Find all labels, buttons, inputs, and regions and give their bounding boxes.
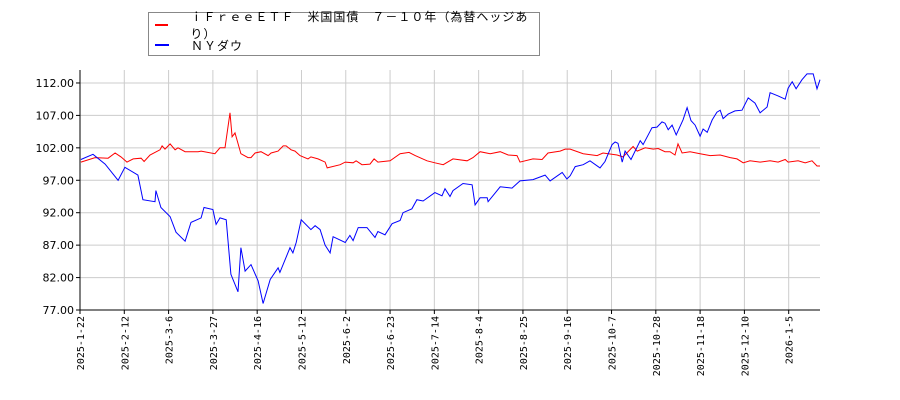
x-tick-label: 2025-10-7 [608,316,619,370]
x-tick-label: 2025-6-23 [386,316,397,370]
x-tick-label: 2025-11-18 [696,316,707,376]
y-tick-label: 92.00 [43,207,75,220]
legend-item-ifree-etf: ｉＦｒｅｅＥＴＦ 米国国債 ７－１０年（為替ヘッジあり） [155,10,539,41]
x-tick-label: 2025-8-4 [475,316,486,364]
y-tick-label: 107.00 [36,109,75,122]
y-tick-label: 97.00 [43,174,75,187]
x-tick-label: 2025-10-28 [652,316,663,376]
x-axis-ticks: 2025-1-22 2025-2-12 2025-3-6 2025-3-27 2025-… [76,310,796,376]
x-tick-label: 2025-4-16 [253,316,264,370]
legend: ｉＦｒｅｅＥＴＦ 米国国債 ７－１０年（為替ヘッジあり） ＮＹダウ [148,10,540,56]
legend-label: ｉＦｒｅｅＥＴＦ 米国国債 ７－１０年（為替ヘッジあり） [190,10,529,41]
x-tick-label: 2025-9-16 [563,316,574,370]
legend-item-ny-dow: ＮＹダウ [155,36,243,54]
x-tick-label: 2025-8-25 [519,316,530,370]
x-tick-label: 2025-12-10 [740,316,751,376]
legend-swatch-blue [155,44,169,46]
series-lines [80,73,821,304]
axes [79,70,820,311]
x-tick-label: 2025-3-6 [165,316,176,364]
series-line-ifree-etf [80,112,820,169]
x-tick-label: 2026-1-5 [785,316,796,364]
y-tick-label: 82.00 [43,272,75,285]
grid [79,70,820,311]
x-tick-label: 2025-5-12 [297,316,308,370]
x-tick-label: 2025-7-14 [430,316,441,370]
y-axis-ticks: 77.00 82.00 87.00 92.00 97.00 102.00 107.00 112… [36,77,80,317]
legend-label: ＮＹダウ [191,38,244,53]
y-tick-label: 77.00 [43,304,75,317]
x-tick-label: 2025-6-2 [342,316,353,364]
x-tick-label: 2025-1-22 [76,316,87,370]
series-line-ny-dow [80,73,821,304]
y-tick-label: 112.00 [36,77,75,90]
legend-swatch-red [155,24,169,26]
y-tick-label: 87.00 [43,239,75,252]
x-tick-label: 2025-3-27 [209,316,220,370]
x-tick-label: 2025-2-12 [120,316,131,370]
y-tick-label: 102.00 [36,142,75,155]
